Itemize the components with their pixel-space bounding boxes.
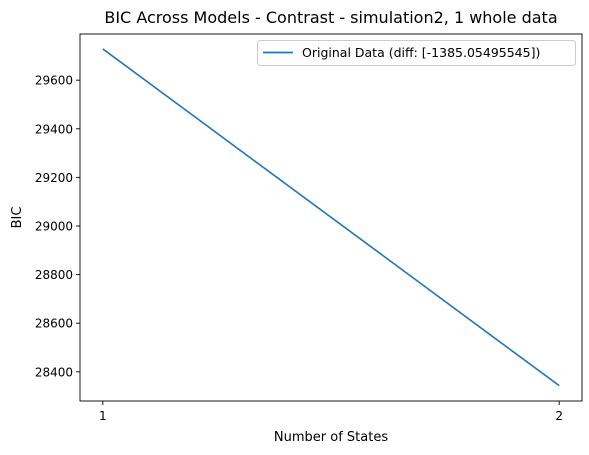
series-line-0: [102, 48, 560, 387]
y-tick-label: 28800: [35, 268, 73, 282]
legend: Original Data (diff: [-1385.05495545]): [257, 40, 576, 66]
axes-frame: [79, 33, 583, 402]
y-tick-label: 29400: [35, 122, 73, 136]
series-layer: [102, 48, 560, 387]
y-tick-label: 29200: [35, 171, 73, 185]
x-axis-label: Number of States: [274, 430, 388, 445]
y-tick-label: 29600: [35, 74, 73, 88]
y-tick-label: 29000: [35, 220, 73, 234]
chart-title: BIC Across Models - Contrast - simulatio…: [104, 8, 557, 27]
y-tick-label: 28600: [35, 317, 73, 331]
x-tick-label: 2: [555, 409, 563, 423]
y-axis-label: BIC: [10, 207, 25, 229]
plot-area: [79, 33, 583, 402]
legend-entry-label: Original Data (diff: [-1385.05495545]): [302, 45, 540, 60]
y-axis-ticks: 28400 28600 28800 29000 29200 29400 29600: [35, 74, 80, 379]
legend-box: [257, 40, 576, 66]
y-tick-label: 28400: [35, 365, 73, 379]
x-tick-label: 1: [99, 409, 107, 423]
